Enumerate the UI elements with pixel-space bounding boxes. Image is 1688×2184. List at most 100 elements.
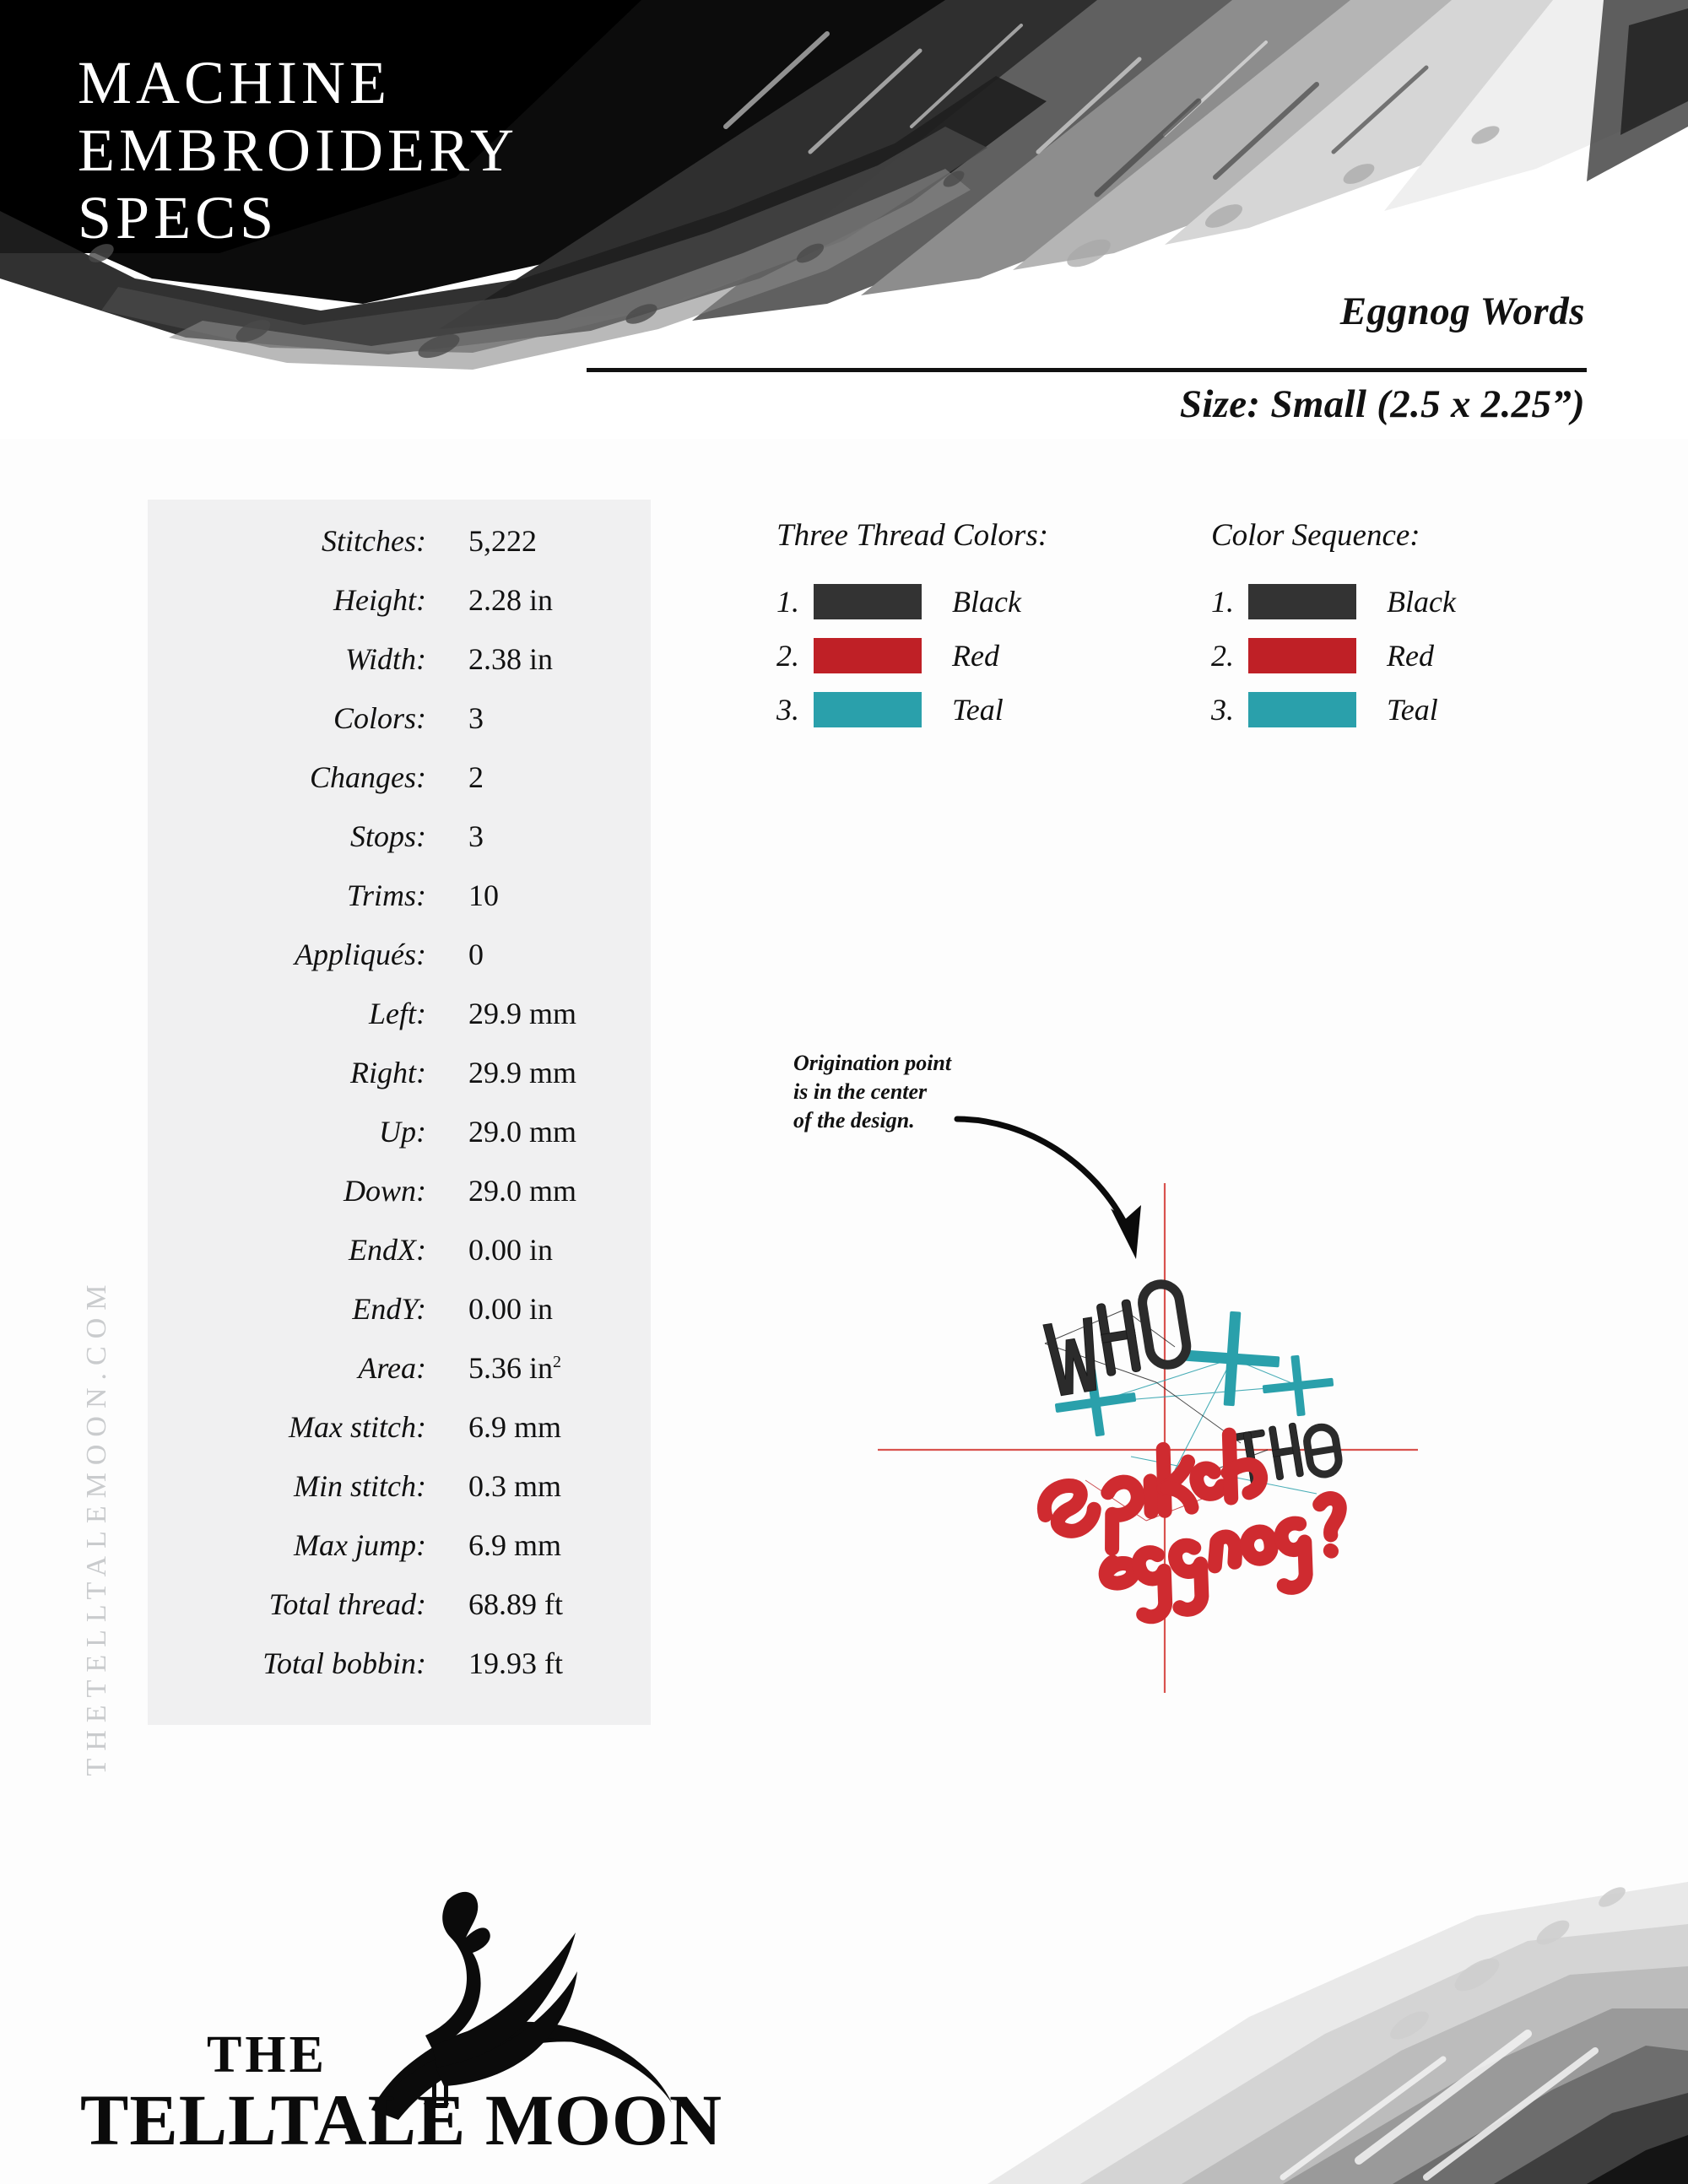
thread-color-row: 3. Teal — [776, 690, 1004, 729]
origination-note: Origination point is in the center of th… — [793, 1049, 951, 1135]
spec-row: EndY: 0.00 in — [148, 1279, 651, 1338]
color-sequence-index: 3. — [1211, 693, 1234, 727]
spec-row: Trims: 10 — [148, 866, 651, 925]
origination-note-line-3: of the design. — [793, 1108, 915, 1133]
spec-label: Total bobbin: — [262, 1646, 426, 1680]
spec-value: 0.3 mm — [468, 1469, 562, 1503]
thread-color-label: Teal — [952, 693, 1004, 727]
logo-the-text: THE — [207, 2026, 327, 2084]
spec-row: Right: 29.9 mm — [148, 1043, 651, 1102]
spec-label: Max jump: — [294, 1528, 426, 1562]
design-name: Eggnog Words — [1339, 289, 1585, 333]
spec-label: Max stitch: — [289, 1410, 426, 1444]
spec-label: Right: — [350, 1056, 426, 1089]
spec-row: Width: 2.38 in — [148, 630, 651, 689]
spec-label: Appliqués: — [295, 938, 426, 971]
spec-value: 5.36 in2 — [468, 1351, 562, 1385]
spec-label: Colors: — [333, 701, 426, 735]
logo-name-text: TELLTALE MOON — [80, 2079, 722, 2160]
spec-row: Max jump: 6.9 mm — [148, 1516, 651, 1575]
preview-word-spiked — [1036, 1427, 1269, 1556]
spec-value: 29.0 mm — [468, 1115, 577, 1149]
spec-row: EndX: 0.00 in — [148, 1220, 651, 1279]
spec-label: Down: — [344, 1174, 426, 1208]
spec-value: 2.28 in — [468, 583, 554, 617]
thread-color-swatch — [814, 692, 922, 727]
title-line-2: EMBROIDERY — [78, 116, 519, 184]
curved-arrow-icon — [954, 1114, 1173, 1274]
spec-value: 6.9 mm — [468, 1410, 562, 1444]
page-title: MACHINE EMBROIDERY SPECS — [78, 49, 518, 251]
spec-label: Stops: — [350, 819, 426, 853]
spec-label: Changes: — [310, 760, 426, 794]
spec-value: 19.93 ft — [468, 1646, 563, 1680]
spec-label: Stitches: — [322, 524, 426, 558]
spec-label: EndY: — [352, 1292, 426, 1326]
thread-color-index: 3. — [776, 693, 799, 727]
spec-label: Area: — [358, 1351, 426, 1385]
spec-label: Height: — [333, 583, 426, 617]
color-sequence-index: 2. — [1211, 639, 1234, 673]
color-sequence-heading: Color Sequence: — [1211, 518, 1420, 553]
thread-colors-heading: Three Thread Colors: — [776, 518, 1049, 553]
spec-value: 0.00 in — [468, 1292, 554, 1326]
color-sequence-row: 3. Teal — [1211, 690, 1438, 729]
design-size: Size: Small (2.5 x 2.25”) — [1179, 382, 1585, 426]
spec-value: 29.0 mm — [468, 1174, 577, 1208]
thread-color-label: Red — [952, 639, 999, 673]
color-sequence-label: Black — [1387, 585, 1456, 619]
header-brush-artwork — [0, 0, 1688, 439]
color-sequence-label: Red — [1387, 639, 1434, 673]
spec-row: Left: 29.9 mm — [148, 984, 651, 1043]
spec-label: Up: — [379, 1115, 426, 1149]
spec-row: Area: 5.36 in2 — [148, 1338, 651, 1397]
spec-value: 68.89 ft — [468, 1587, 563, 1621]
spec-value: 3 — [468, 819, 484, 853]
spec-row: Max stitch: 6.9 mm — [148, 1397, 651, 1457]
color-sequence-row: 2. Red — [1211, 636, 1434, 675]
spec-row: Stitches: 5,222 — [148, 511, 651, 570]
spec-value: 5,222 — [468, 524, 537, 558]
spec-value: 6.9 mm — [468, 1528, 562, 1562]
header-divider-rule — [587, 368, 1587, 372]
thread-color-row: 1. Black — [776, 582, 1021, 621]
thread-color-swatch — [814, 584, 922, 619]
preview-word-who — [1042, 1279, 1192, 1397]
spec-row: Stops: 3 — [148, 807, 651, 866]
spec-value: 10 — [468, 878, 499, 912]
spec-label: Trims: — [346, 878, 426, 912]
spec-label: Min stitch: — [294, 1469, 426, 1503]
thread-color-swatch — [814, 638, 922, 673]
footer-brush-artwork — [886, 1755, 1688, 2184]
brand-logo — [51, 1857, 743, 2160]
thread-color-row: 2. Red — [776, 636, 999, 675]
spec-label: EndX: — [349, 1233, 426, 1267]
spec-label: Total thread: — [268, 1587, 426, 1621]
preview-word-eggnog — [1098, 1491, 1347, 1624]
spec-row: Up: 29.0 mm — [148, 1102, 651, 1161]
spec-value: 29.9 mm — [468, 997, 577, 1030]
vertical-website-url: THETELLTALEMOON.COM — [81, 1277, 112, 1776]
color-sequence-row: 1. Black — [1211, 582, 1456, 621]
spec-label: Left: — [369, 997, 426, 1030]
spec-row: Colors: 3 — [148, 689, 651, 748]
color-sequence-label: Teal — [1387, 693, 1438, 727]
spec-value: 0.00 in — [468, 1233, 554, 1267]
thread-color-index: 2. — [776, 639, 799, 673]
spec-label: Width: — [345, 642, 426, 676]
thread-color-label: Black — [952, 585, 1021, 619]
spec-row: Min stitch: 0.3 mm — [148, 1457, 651, 1516]
spec-value: 29.9 mm — [468, 1056, 577, 1089]
color-sequence-swatch — [1248, 584, 1356, 619]
preview-word-the — [1231, 1422, 1343, 1484]
spec-row: Total thread: 68.89 ft — [148, 1575, 651, 1634]
color-sequence-swatch — [1248, 692, 1356, 727]
color-sequence-swatch — [1248, 638, 1356, 673]
spec-value: 3 — [468, 701, 484, 735]
title-line-3: SPECS — [78, 184, 279, 251]
spec-row: Changes: 2 — [148, 748, 651, 807]
spec-row: Down: 29.0 mm — [148, 1161, 651, 1220]
origination-note-line-2: is in the center — [793, 1079, 928, 1104]
spec-value: 0 — [468, 938, 484, 971]
